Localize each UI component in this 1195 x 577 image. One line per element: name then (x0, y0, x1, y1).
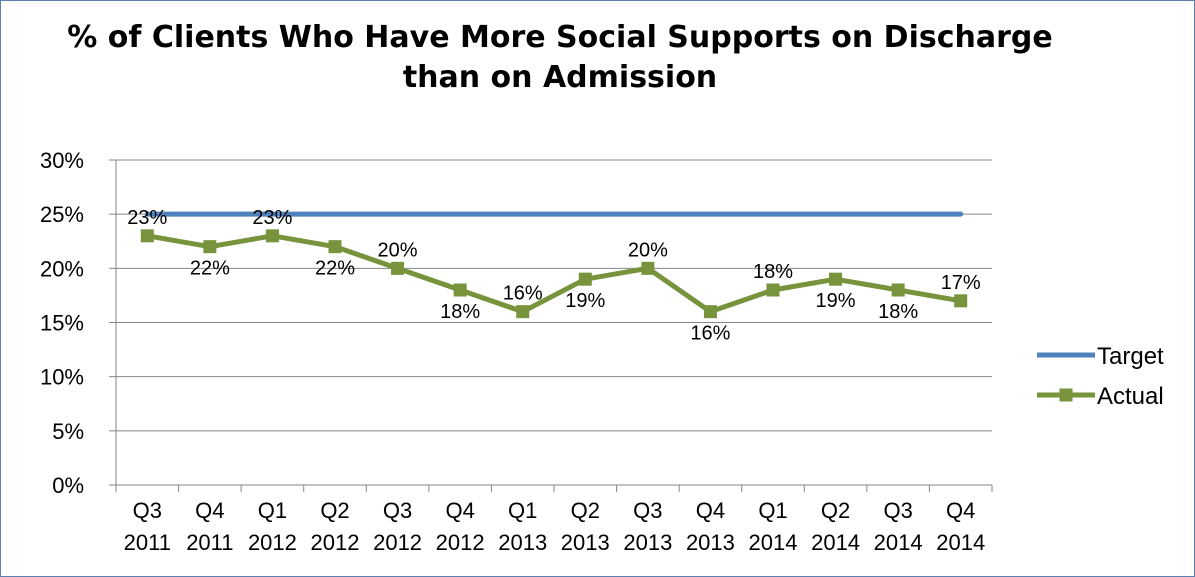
actual-data-label: 17% (941, 272, 981, 294)
actual-point (391, 261, 405, 275)
x-tick-label-year: 2013 (561, 530, 610, 555)
x-tick-label-year: 2013 (498, 530, 547, 555)
x-tick-label-quarter: Q3 (383, 498, 412, 523)
actual-point (328, 240, 342, 254)
actual-data-label: 16% (690, 323, 730, 345)
x-tick-label-year: 2012 (248, 530, 297, 555)
actual-series-line (144, 233, 964, 315)
x-tick-label-quarter: Q2 (320, 498, 349, 523)
actual-data-label: 19% (565, 290, 605, 312)
legend-target-label: Target (1097, 343, 1164, 370)
x-tick-label-quarter: Q1 (258, 498, 287, 523)
actual-point (140, 229, 154, 243)
y-tick-label: 15% (40, 311, 84, 336)
y-tick-label: 25% (40, 202, 84, 227)
x-tick-label-year: 2013 (686, 530, 735, 555)
x-tick-label-quarter: Q3 (133, 498, 162, 523)
x-tick-label-quarter: Q1 (508, 498, 537, 523)
x-tick-label-year: 2014 (749, 530, 798, 555)
actual-point (453, 283, 467, 297)
actual-point (891, 283, 905, 297)
legend-actual-label: Actual (1097, 383, 1164, 410)
x-tick-label-year: 2011 (124, 530, 171, 555)
x-tick-label-year: 2014 (874, 530, 923, 555)
x-tick-label-quarter: Q1 (758, 498, 787, 523)
y-tick-label: 10% (40, 365, 84, 390)
actual-point (516, 305, 530, 319)
actual-data-label: 22% (190, 258, 230, 280)
actual-point (265, 229, 279, 243)
actual-data-label: 20% (378, 239, 418, 261)
actual-data-label: 19% (816, 290, 856, 312)
x-tick-label-year: 2014 (811, 530, 860, 555)
chart-title-line-2: than on Admission (402, 60, 718, 95)
actual-data-label: 22% (315, 258, 355, 280)
x-tick-label-year: 2011 (186, 530, 233, 555)
y-tick-label: 20% (40, 256, 84, 281)
chart-title-line-1: % of Clients Who Have More Social Suppor… (67, 20, 1053, 55)
x-tick-label-quarter: Q4 (696, 498, 725, 523)
x-tick-label-quarter: Q3 (633, 498, 662, 523)
y-tick-label: 0% (52, 473, 84, 498)
actual-data-label: 23% (252, 207, 292, 229)
x-tick-label-quarter: Q4 (946, 498, 975, 523)
actual-point (703, 305, 717, 319)
actual-data-label: 18% (878, 301, 918, 323)
actual-point (954, 294, 968, 308)
x-tick-label-quarter: Q2 (571, 498, 600, 523)
x-tick-label-year: 2012 (311, 530, 360, 555)
actual-point (641, 261, 655, 275)
y-tick-label: 5% (52, 419, 84, 444)
actual-point (578, 272, 592, 286)
actual-point (766, 283, 780, 297)
actual-data-label: 18% (440, 301, 480, 323)
x-tick-label-quarter: Q2 (821, 498, 850, 523)
x-tick-label-year: 2014 (936, 530, 985, 555)
legend-actual-marker (1059, 388, 1073, 402)
actual-point (203, 240, 217, 254)
x-tick-label-year: 2013 (623, 530, 672, 555)
actual-data-label: 16% (503, 283, 543, 305)
actual-point (829, 272, 843, 286)
x-tick-label-quarter: Q4 (445, 498, 474, 523)
actual-data-label: 20% (628, 239, 668, 261)
actual-data-label: 18% (753, 261, 793, 283)
y-tick-label: 30% (40, 148, 84, 173)
x-tick-label-quarter: Q4 (195, 498, 224, 523)
chart-title: % of Clients Who Have More Social Suppor… (60, 18, 1060, 98)
actual-data-label: 23% (127, 207, 167, 229)
x-tick-label-year: 2012 (373, 530, 422, 555)
x-tick-label-year: 2012 (436, 530, 485, 555)
x-tick-label-quarter: Q3 (883, 498, 912, 523)
